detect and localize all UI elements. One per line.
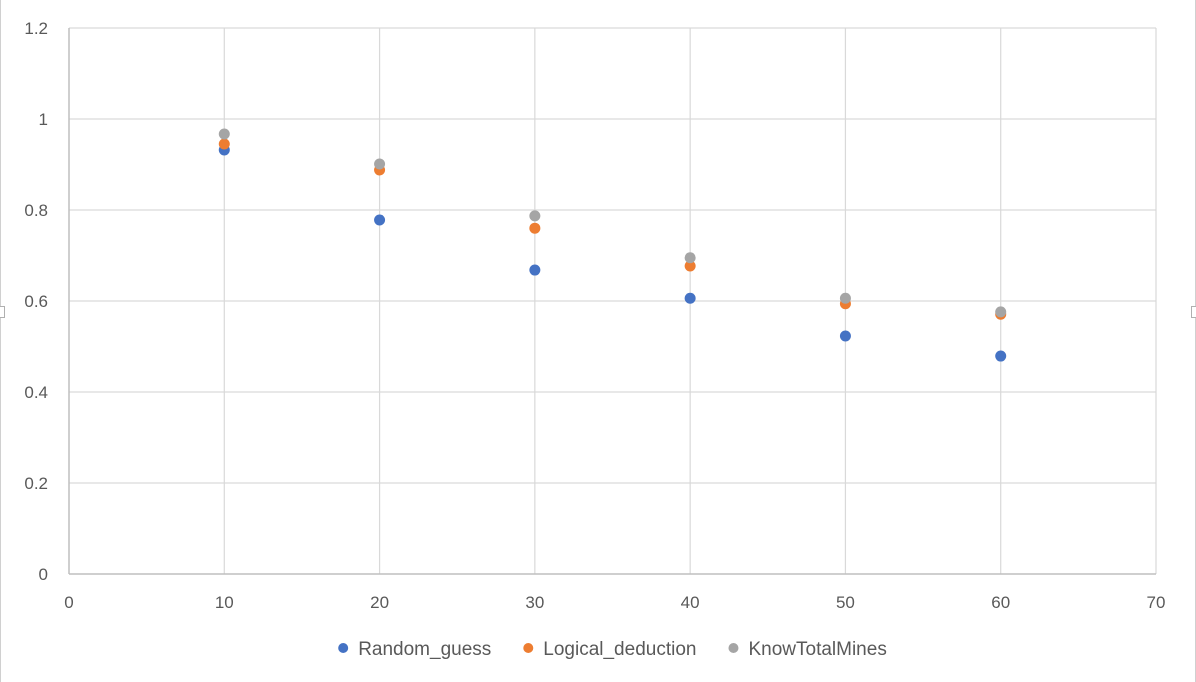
data-point	[529, 210, 541, 222]
x-tick-label: 70	[1147, 593, 1166, 612]
data-point	[374, 158, 386, 170]
y-tick-label: 0.4	[24, 383, 48, 402]
resize-handle-right[interactable]	[1191, 306, 1196, 318]
data-points	[218, 128, 1007, 362]
data-point	[995, 350, 1007, 362]
x-tick-label: 0	[64, 593, 73, 612]
y-tick-label: 0.8	[24, 201, 48, 220]
data-point	[374, 214, 386, 226]
data-point	[839, 292, 851, 304]
y-tick-label: 1	[39, 110, 48, 129]
tick-labels: 0 0.2 0.4 0.6 0.8 1 1.2 0 10 20 30 40 50 60 70	[24, 19, 1165, 612]
legend-marker	[728, 643, 739, 653]
legend-marker	[523, 643, 534, 653]
x-tick-label: 30	[525, 593, 544, 612]
data-point	[684, 292, 696, 304]
data-point	[839, 330, 851, 342]
legend-label: Random_guess	[358, 639, 491, 660]
data-point	[684, 252, 696, 264]
data-point	[684, 260, 696, 272]
data-point	[529, 264, 541, 276]
x-tick-label: 10	[215, 593, 234, 612]
x-tick-label: 20	[370, 593, 389, 612]
y-tick-label: 0.6	[24, 292, 48, 311]
legend: Random_guess Logical_deduction KnowTotalMi…	[338, 639, 887, 660]
data-point	[218, 138, 230, 150]
legend-marker	[338, 643, 349, 653]
x-tick-label: 60	[991, 593, 1010, 612]
y-tick-label: 0.2	[24, 474, 48, 493]
axes	[68, 28, 1156, 575]
y-tick-label: 1.2	[24, 19, 48, 38]
y-tick-label: 0	[39, 565, 48, 584]
legend-label: Logical_deduction	[543, 639, 696, 660]
data-point	[995, 306, 1007, 318]
x-tick-label: 50	[836, 593, 855, 612]
legend-label: KnowTotalMines	[748, 639, 886, 660]
x-tick-label: 40	[681, 593, 700, 612]
resize-handle-left[interactable]	[0, 306, 5, 318]
grid-lines	[69, 27, 1157, 574]
data-point	[529, 222, 541, 234]
data-point	[218, 128, 230, 140]
